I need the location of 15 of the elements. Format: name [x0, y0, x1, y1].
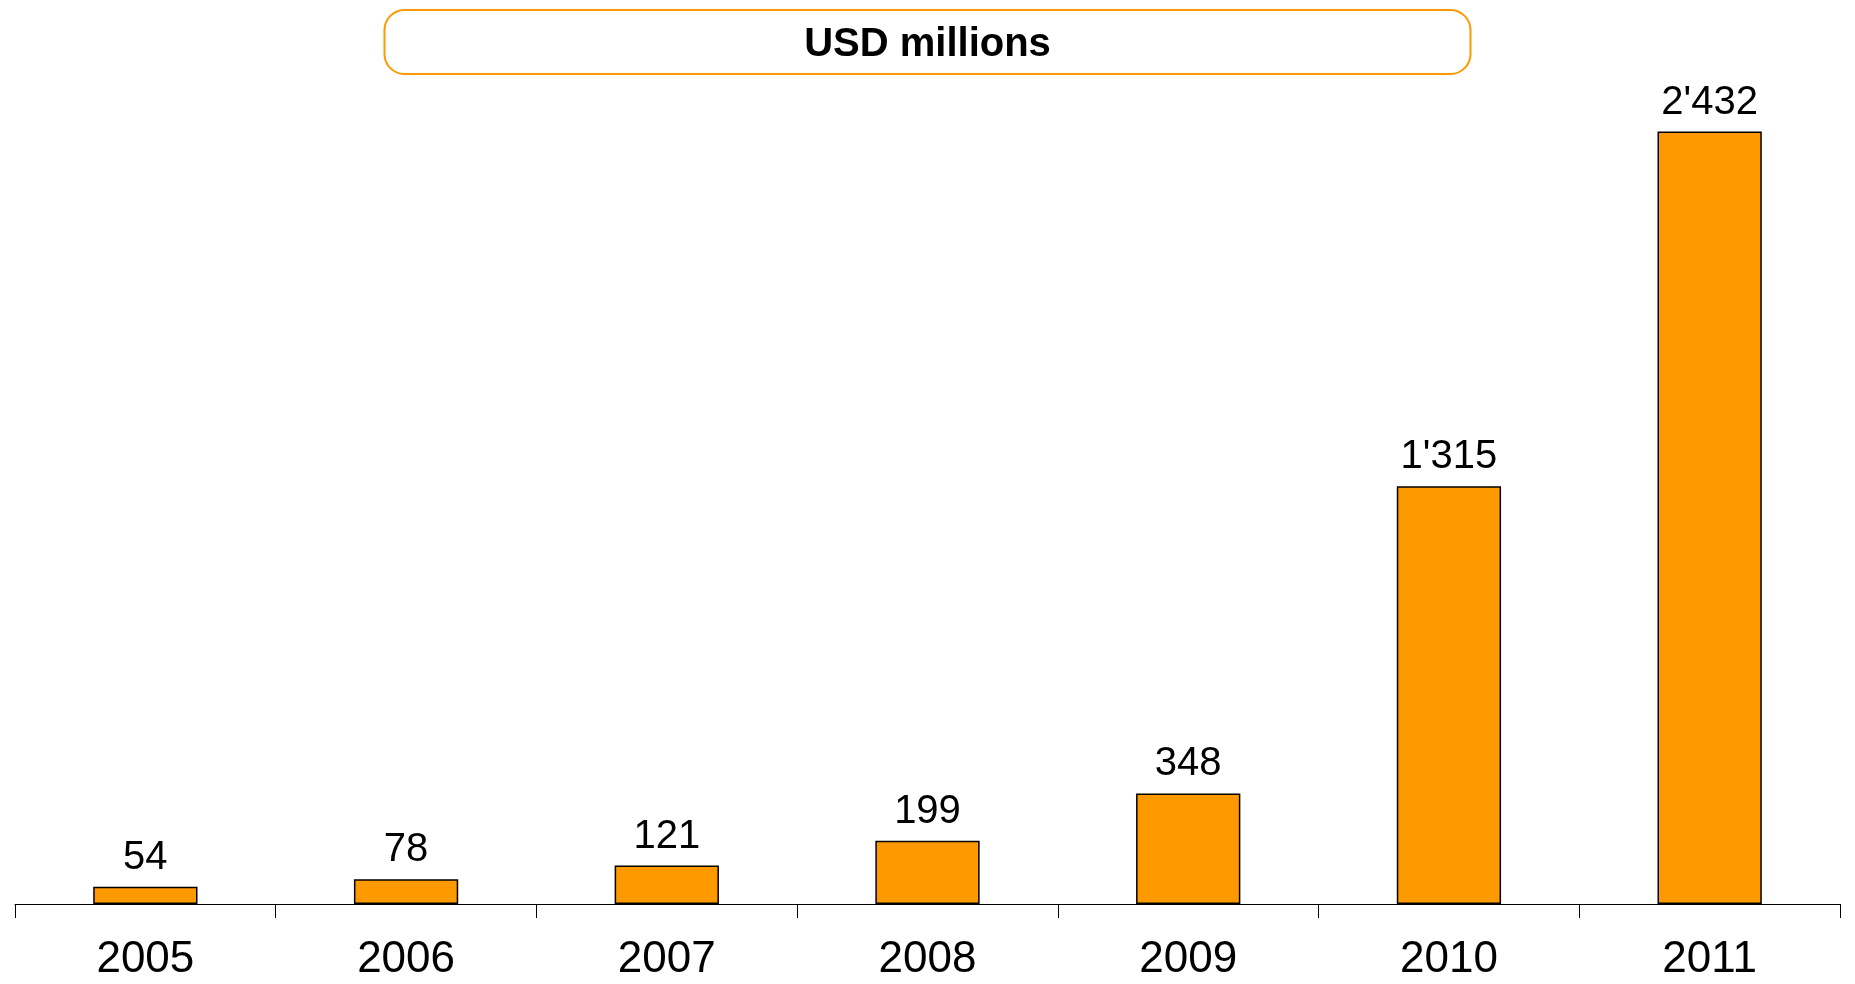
- x-tick-label: 2011: [1662, 931, 1757, 981]
- x-tick-label: 2006: [357, 931, 456, 981]
- data-label: 121: [633, 811, 701, 856]
- x-tick-label: 2008: [878, 931, 977, 981]
- data-label: 2'432: [1661, 77, 1758, 122]
- chart-title: USD millions: [804, 20, 1051, 64]
- data-label: 1'315: [1400, 432, 1498, 477]
- data-label: 348: [1154, 739, 1222, 784]
- x-tick-label: 2007: [617, 931, 716, 981]
- data-label: 199: [894, 786, 961, 831]
- data-label: 78: [383, 825, 429, 870]
- x-tick-label: 2005: [96, 931, 195, 981]
- data-label: 54: [123, 832, 168, 877]
- x-tick-label: 2010: [1399, 931, 1498, 981]
- x-tick-label: 2009: [1139, 931, 1238, 981]
